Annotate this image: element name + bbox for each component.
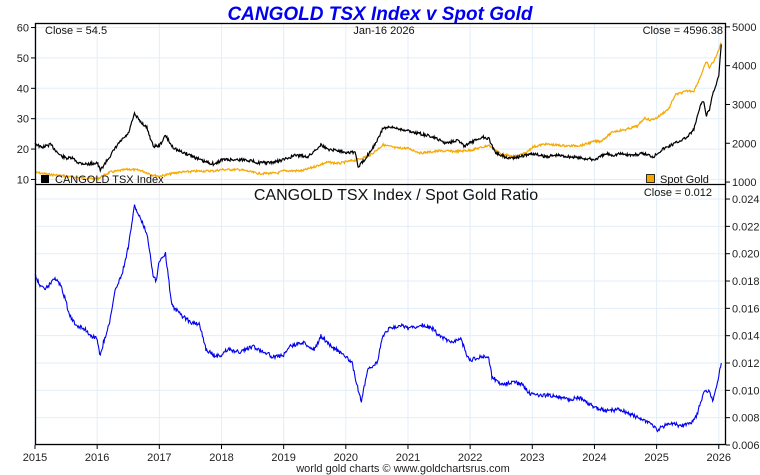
- x-tick-label: 2026: [707, 452, 731, 464]
- right-tick-label: 4000: [732, 61, 756, 73]
- bottom-panel-grid: [34, 23, 725, 446]
- x-tick-label: 2025: [644, 452, 668, 464]
- legend-label-cangold: CANGOLD TSX Index: [55, 174, 164, 186]
- chart-title: CANGOLD TSX Index v Spot Gold: [227, 4, 532, 25]
- left-tick-label: 40: [17, 83, 29, 95]
- x-tick-label: 2016: [85, 452, 109, 464]
- ratio-tick-label: 0.014: [732, 331, 760, 343]
- x-tick-label: 2020: [334, 452, 358, 464]
- left-axis-ticks: 10 20 30 40 50 60: [17, 23, 35, 186]
- x-axis-ticks: 2015 2016 2017 2018 2019 2020 2021 2022 2023 2024…: [23, 445, 731, 464]
- x-tick-label: 2024: [582, 452, 606, 464]
- ratio-tick-label: 0.022: [732, 221, 760, 233]
- x-tick-label: 2015: [23, 452, 47, 464]
- top-panel-grid: [35, 27, 725, 180]
- ratio-tick-label: 0.024: [732, 194, 760, 206]
- legend-swatch-cangold: [41, 175, 49, 183]
- left-tick-label: 10: [17, 174, 29, 186]
- top-panel-series: [34, 42, 722, 182]
- ratio-tick-label: 0.010: [732, 385, 760, 397]
- legend-swatch-spot-gold: [646, 174, 655, 183]
- ratio-tick-label: 0.008: [732, 413, 760, 425]
- series-line-ratio: [34, 204, 722, 433]
- right-axis-ticks-bottom: 0.006 0.008 0.010 0.012 0.014 0.016 0.018 0.020…: [726, 194, 760, 452]
- left-tick-label: 20: [17, 144, 29, 156]
- right-close-label: Close = 4596.38: [643, 25, 723, 37]
- legend-label-spot-gold: Spot Gold: [660, 174, 709, 186]
- ratio-panel-title: CANGOLD TSX Index / Spot Gold Ratio: [254, 187, 538, 204]
- x-tick-label: 2021: [396, 452, 420, 464]
- ratio-tick-label: 0.006: [732, 440, 760, 452]
- x-tick-label: 2018: [209, 452, 233, 464]
- ratio-tick-label: 0.020: [732, 249, 760, 261]
- right-tick-label: 5000: [732, 22, 756, 34]
- left-tick-label: 60: [17, 23, 29, 35]
- left-close-label: Close = 54.5: [45, 25, 107, 37]
- right-tick-label: 1000: [732, 177, 756, 189]
- ratio-tick-label: 0.018: [732, 276, 760, 288]
- x-tick-label: 2023: [520, 452, 544, 464]
- plot-frame: [34, 22, 727, 446]
- left-tick-label: 30: [17, 114, 29, 126]
- x-tick-label: 2019: [271, 452, 295, 464]
- bottom-panel-series: [34, 204, 722, 433]
- series-line-spot-gold: [35, 42, 722, 182]
- right-axis-ticks-top: 1000 2000 3000 4000 5000: [726, 22, 756, 189]
- footer-credit: world gold charts © www.goldchartsrus.co…: [295, 463, 510, 475]
- left-tick-label: 50: [17, 53, 29, 65]
- x-tick-label: 2017: [147, 452, 171, 464]
- ratio-tick-label: 0.012: [732, 358, 760, 370]
- date-label: Jan-16 2026: [353, 25, 414, 37]
- series-line-cangold-tsx-index: [34, 44, 722, 174]
- right-tick-label: 3000: [732, 99, 756, 111]
- ratio-close-label: Close = 0.012: [644, 187, 712, 199]
- right-tick-label: 2000: [732, 138, 756, 150]
- x-tick-label: 2022: [458, 452, 482, 464]
- ratio-tick-label: 0.016: [732, 303, 760, 315]
